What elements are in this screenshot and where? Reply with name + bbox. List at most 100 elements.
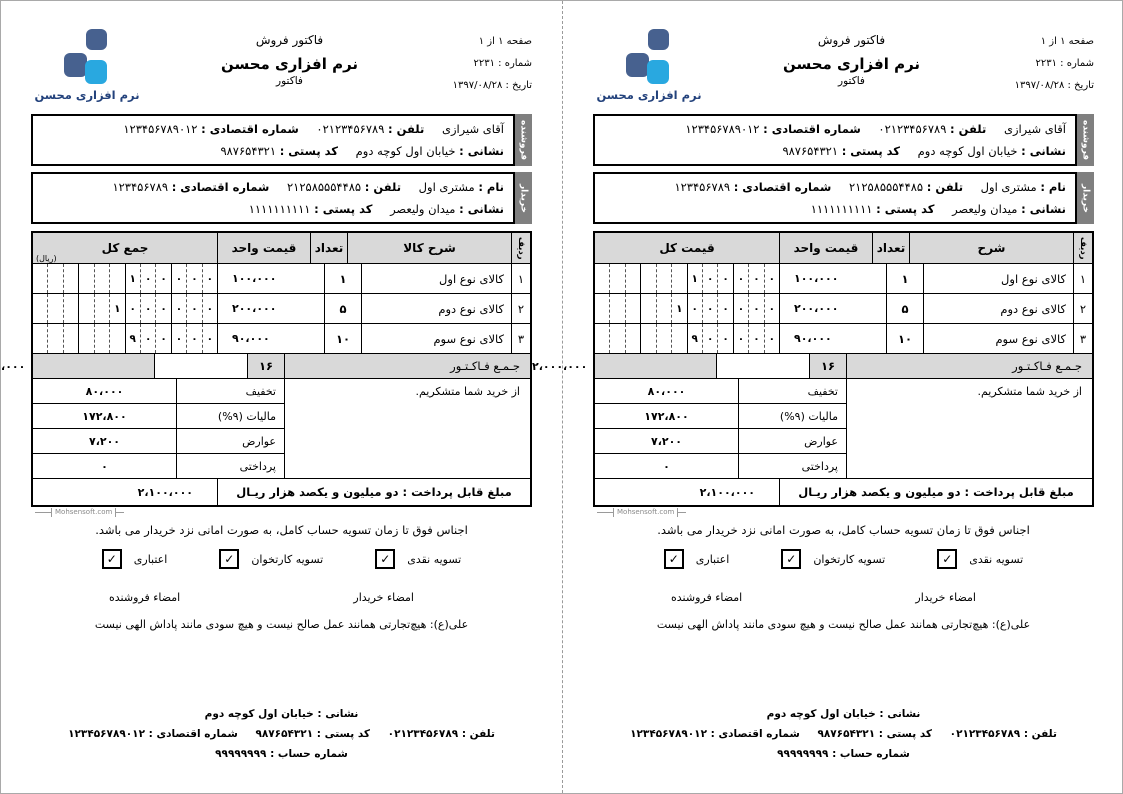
checkbox-checked-icon[interactable]: ✓	[375, 549, 396, 569]
col-header-row-number: ردیف	[516, 236, 526, 260]
conditions-text: اجناس فوق تا زمان تسویه حساب کامل، به صو…	[95, 523, 468, 537]
seller-signature-label: امضاء فروشنده	[671, 591, 743, 604]
buyer-tab: خریدار	[1077, 172, 1094, 224]
buyer-section: خریدار نام : مشتری اول تلفن : ۲۱۲۵۸۵۵۵۴۴…	[31, 172, 532, 224]
checkbox-checked-icon[interactable]: ✓	[219, 549, 240, 569]
buyer-postal: ۱۱۱۱۱۱۱۱۱۱	[248, 202, 311, 216]
signatures-row: امضاء خریدار امضاء فروشنده	[593, 591, 1094, 604]
buyer-box: نام : مشتری اول تلفن : ۲۱۲۵۸۵۵۵۴۴۸۵ شمار…	[31, 172, 515, 224]
buyer-postal: ۱۱۱۱۱۱۱۱۱۱	[810, 202, 873, 216]
footer-phone: ۰۲۱۲۳۴۵۶۷۸۹	[949, 728, 1021, 741]
buyer-signature-label: امضاء خریدار	[915, 591, 976, 604]
invoice-total-row: جـمـع فـاکـتـور ۱۶ ۲،۰۰۰،۰۰۰	[1, 353, 530, 378]
signatures-row: امضاء خریدار امضاء فروشنده	[31, 591, 532, 604]
seller-name: آقای شیرازی	[1003, 122, 1066, 136]
amount-digit-cell	[47, 264, 62, 293]
amount-digit-cell	[109, 324, 124, 353]
invoice-total-label: جـمـع فـاکـتـور	[1012, 359, 1082, 373]
invoice-date: تاریخ : ۱۳۹۷/۰۸/۲۸	[452, 80, 532, 91]
seller-line1: آقای شیرازی تلفن : ۰۲۱۲۳۴۵۶۷۸۹ شماره اقت…	[42, 118, 504, 140]
checkbox-checked-icon[interactable]: ✓	[781, 549, 802, 569]
summary-row: پرداختی ۰	[595, 453, 846, 478]
footer-address-line: نشانی : خیابان اول کوچه دوم	[57, 705, 506, 725]
col-header-total-price: جمع کل (ریال)	[33, 233, 218, 263]
amount-digit-cell: ۰	[701, 324, 717, 353]
col-header-row-number: ردیف	[1078, 236, 1088, 260]
item-description: کالای نوع اول	[362, 264, 512, 293]
footer-postal: ۹۸۷۶۵۴۳۲۱	[255, 728, 314, 741]
seller-addr-label: نشانی :	[459, 144, 504, 158]
footer-eco: ۱۲۳۴۵۶۷۸۹۰۱۲	[68, 728, 145, 741]
buyer-eco: ۱۲۳۴۵۶۷۸۹	[112, 180, 169, 194]
invoice-number: شماره : ۲۲۳۱	[1035, 58, 1095, 69]
footer-eco-label: شماره اقتصادی :	[710, 728, 800, 741]
col-header-total-price: قیمت کل	[595, 233, 780, 263]
row-number: ۳	[1079, 331, 1087, 346]
amount-digit-cell	[655, 294, 671, 323]
payment-option-label: تسویه کارتخوان	[813, 552, 886, 566]
amount-digit-cell: ۹	[686, 324, 702, 353]
payment-options-row: تسویه نقدی ✓ تسویه کارتخوان ✓ اعتباری ✓	[31, 547, 532, 571]
amount-digit-cell: ۰	[717, 294, 732, 323]
seller-postal-label: کد پستی :	[841, 144, 900, 158]
payment-option-label: تسویه کارتخوان	[251, 552, 324, 566]
seller-addr-label: نشانی :	[1021, 144, 1066, 158]
buyer-line2: نشانی : میدان ولیعصر کد پستی : ۱۱۱۱۱۱۱۱۱…	[604, 198, 1066, 220]
checkbox-checked-icon[interactable]: ✓	[937, 549, 958, 569]
item-quantity: ۱۰	[887, 324, 924, 353]
buyer-name-label: نام :	[1040, 180, 1066, 194]
amount-digit-cell	[78, 264, 93, 293]
seller-tab: فروشنده	[1077, 114, 1094, 166]
checkbox-checked-icon[interactable]: ✓	[101, 549, 122, 569]
footer-postal-label: کد پستی :	[316, 728, 370, 741]
seller-name: آقای شیرازی	[441, 122, 504, 136]
amount-digit-cell: ۰	[201, 294, 217, 323]
amount-digit-cell	[624, 294, 640, 323]
amount-digit-cell	[109, 264, 124, 293]
amount-digit-cell	[671, 264, 686, 293]
discount-label: تخفیف	[245, 384, 276, 398]
checkbox-checked-icon[interactable]: ✓	[663, 549, 684, 569]
footer-contact: نشانی : خیابان اول کوچه دوم تلفن : ۰۲۱۲۳…	[31, 705, 532, 765]
amount-digit-cell: ۰	[201, 324, 217, 353]
summary-row: تخفیف ۸۰،۰۰۰	[33, 379, 284, 403]
tax-label: مالیات (۹%)	[779, 409, 838, 423]
amount-digit-cell: ۰	[139, 294, 155, 323]
table-header-row: ردیف شرح کالا تعداد قیمت واحد جمع کل (ری…	[33, 233, 530, 263]
buyer-line1: نام : مشتری اول تلفن : ۲۱۲۵۸۵۵۵۴۴۸۵ شمار…	[604, 176, 1066, 198]
logo-text: نرم افزاری محسن	[34, 88, 140, 102]
col-header-quantity: تعداد	[311, 233, 348, 263]
amount-digit-cell	[595, 294, 609, 323]
payment-option-label: اعتباری	[695, 552, 730, 566]
item-description: کالای نوع سوم	[924, 324, 1074, 353]
amount-digit-cell	[609, 264, 624, 293]
amount-digit-cell: ۰	[763, 294, 779, 323]
col-header-description: شرح کالا	[348, 233, 512, 263]
item-description: کالای نوع سوم	[362, 324, 512, 353]
seller-eco-label: شماره اقتصادی :	[763, 122, 861, 136]
footer-addr-label: نشانی :	[879, 708, 921, 721]
amount-digit-cell	[595, 324, 609, 353]
discount-value: ۸۰،۰۰۰	[33, 379, 177, 403]
item-quantity: ۱	[887, 264, 924, 293]
item-quantity: ۵	[887, 294, 924, 323]
invoice-total-quantity: ۱۶	[810, 354, 847, 378]
seller-postal-label: کد پستی :	[279, 144, 338, 158]
logo-square-dark-top	[86, 29, 107, 50]
header: صفحه ۱ از ۱ شماره : ۲۲۳۱ تاریخ : ۱۳۹۷/۰۸…	[31, 25, 532, 111]
seller-signature-label: امضاء فروشنده	[109, 591, 181, 604]
header-titles: فاکتور فروش نرم افزاری محسن فاکتور	[705, 25, 998, 87]
company-logo: نرم افزاری محسن	[31, 25, 143, 102]
amount-digit-cell: ۰	[717, 264, 732, 293]
footer-phone-label: تلفن :	[1023, 728, 1057, 741]
amount-digit-cell: ۰	[763, 264, 779, 293]
amount-digit-cell: ۰	[763, 324, 779, 353]
payable-value: ۲،۱۰۰،۰۰۰	[33, 479, 218, 505]
amount-digit-cell: ۰	[686, 294, 702, 323]
tax-label: مالیات (۹%)	[217, 409, 276, 423]
duties-label: عوارض	[804, 434, 838, 448]
buyer-eco-label: شماره اقتصادی :	[171, 180, 270, 194]
thanks-message: از خرید شما متشکریم.	[415, 385, 520, 398]
